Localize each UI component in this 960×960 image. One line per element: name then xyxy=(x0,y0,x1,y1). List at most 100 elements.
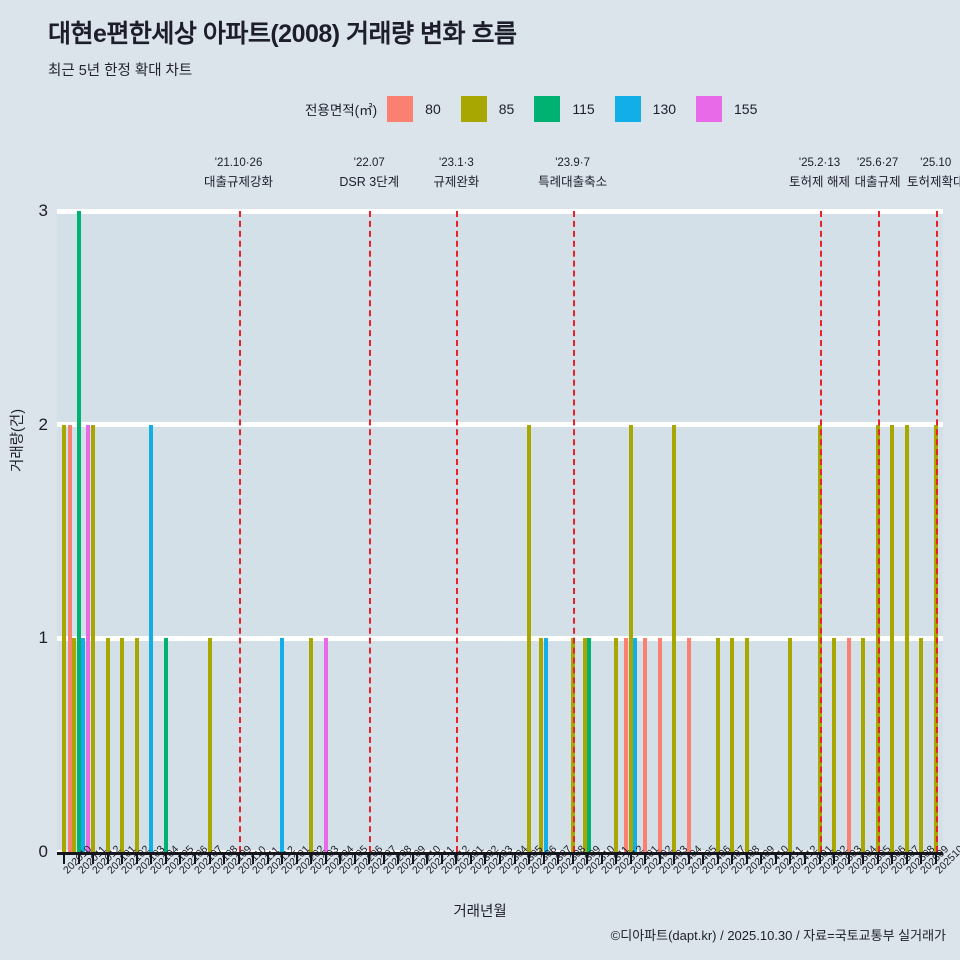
bar-202409-85[interactable] xyxy=(744,638,749,852)
x-tick-202107 xyxy=(193,852,196,864)
event-line-202309 xyxy=(572,211,575,852)
x-tick-202211 xyxy=(426,852,429,864)
x-tick-202506 xyxy=(876,852,879,864)
x-tick-202205 xyxy=(339,852,342,864)
bar-202310-115[interactable] xyxy=(587,638,592,852)
page-subtitle: 최근 5년 한정 확대 차트 xyxy=(48,63,193,79)
event-line-202110 xyxy=(238,211,241,852)
bar-202011-115[interactable] xyxy=(76,211,81,852)
x-tick-202510 xyxy=(934,852,937,864)
x-tick-202408 xyxy=(731,852,734,864)
bar-202504-80[interactable] xyxy=(846,638,851,852)
bar-202203-85[interactable] xyxy=(309,638,314,852)
event-date-202309: '23.9·7 xyxy=(555,157,591,169)
gridline-2 xyxy=(57,422,943,428)
bar-202012-85[interactable] xyxy=(91,424,96,852)
bar-202402-80[interactable] xyxy=(643,638,648,852)
x-tick-202405 xyxy=(687,852,690,864)
bar-202011-85[interactable] xyxy=(72,638,77,852)
bar-202404-85[interactable] xyxy=(672,424,677,852)
x-tick-202208 xyxy=(382,852,385,864)
legend-item-115[interactable]: 115 xyxy=(534,96,610,122)
x-tick-202102 xyxy=(121,852,124,864)
x-tick-202308 xyxy=(557,852,560,864)
event-annotation-202502: '25.2·13 토허제 해제 xyxy=(789,156,850,190)
legend-label-155: 155 xyxy=(734,101,758,117)
bar-202011-80[interactable] xyxy=(67,424,72,852)
bar-202307-85[interactable] xyxy=(539,638,544,852)
legend-item-85[interactable]: 85 xyxy=(460,96,531,122)
bar-202403-80[interactable] xyxy=(657,638,662,852)
x-tick-202111 xyxy=(252,852,255,864)
x-tick-202104 xyxy=(150,852,153,864)
x-tick-202303 xyxy=(484,852,487,864)
y-tick-label-2: 2 xyxy=(38,414,48,434)
bar-202508-85[interactable] xyxy=(904,424,909,852)
bar-202204-155[interactable] xyxy=(323,638,328,852)
x-tick-202301 xyxy=(455,852,458,864)
x-tick-202503 xyxy=(833,852,836,864)
event-annotation-202301: '23.1·3 규제완화 xyxy=(433,156,479,190)
bar-202201-130[interactable] xyxy=(280,638,285,852)
bar-202307-130[interactable] xyxy=(543,638,548,852)
x-tick-202407 xyxy=(716,852,719,864)
x-tick-202312 xyxy=(615,852,618,864)
bar-202509-85[interactable] xyxy=(919,638,924,852)
bar-202102-85[interactable] xyxy=(120,638,125,852)
y-tick-label-3: 3 xyxy=(38,201,48,220)
bar-202108-85[interactable] xyxy=(207,638,212,852)
legend-swatch-80 xyxy=(387,96,414,122)
x-tick-202505 xyxy=(862,852,865,864)
legend-item-130[interactable]: 130 xyxy=(614,96,692,122)
y-tick-label-0: 0 xyxy=(38,842,48,861)
x-tick-202310 xyxy=(586,852,589,864)
bar-202401-80[interactable] xyxy=(624,638,629,852)
bar-202405-80[interactable] xyxy=(686,638,691,852)
bar-202011-130[interactable] xyxy=(81,638,86,852)
event-annotation-202510: '25.10 토허제확대 xyxy=(907,156,960,190)
footer-credit: ©디아파트(dapt.kr) / 2025.10.30 / 자료=국토교통부 실… xyxy=(610,928,946,943)
x-tick-202209 xyxy=(397,852,400,864)
bar-202312-85[interactable] xyxy=(614,638,619,852)
bar-202505-85[interactable] xyxy=(861,638,866,852)
legend-item-80[interactable]: 80 xyxy=(387,96,457,122)
x-tick-202406 xyxy=(702,852,705,864)
event-line-202510 xyxy=(935,211,938,852)
x-tick-202110 xyxy=(237,852,240,864)
bar-202101-85[interactable] xyxy=(105,638,110,852)
x-tick-202112 xyxy=(266,852,269,864)
x-tick-202501 xyxy=(804,852,807,864)
x-tick-202411 xyxy=(774,852,777,864)
x-tick-202403 xyxy=(658,852,661,864)
x-tick-202307 xyxy=(542,852,545,864)
event-desc-202502: 토허제 해제 xyxy=(789,175,851,189)
x-tick-202012 xyxy=(92,852,95,864)
bar-202407-85[interactable] xyxy=(715,638,720,852)
bar-202401-130[interactable] xyxy=(633,638,638,852)
bar-202408-85[interactable] xyxy=(730,638,735,852)
bar-202507-85[interactable] xyxy=(890,424,895,852)
bar-202310-85[interactable] xyxy=(582,638,587,852)
x-tick-202404 xyxy=(673,852,676,864)
bar-202104-130[interactable] xyxy=(149,424,154,852)
bar-202412-85[interactable] xyxy=(788,638,793,852)
event-date-202301: '23.1·3 xyxy=(439,157,474,169)
bar-202010-85[interactable] xyxy=(62,424,67,852)
x-tick-202010 xyxy=(63,852,66,864)
bar-202306-85[interactable] xyxy=(527,424,532,852)
gridline-1 xyxy=(57,635,943,641)
x-tick-202201 xyxy=(281,852,284,864)
x-axis-title: 거래년월 xyxy=(453,904,507,920)
bar-202105-115[interactable] xyxy=(163,638,168,852)
legend-label-130: 130 xyxy=(652,101,677,117)
event-annotation-202309: '23.9·7 특례대출축소 xyxy=(538,156,607,190)
x-tick-202204 xyxy=(324,852,327,864)
bar-202011-155[interactable] xyxy=(85,424,90,852)
legend-item-155[interactable]: 155 xyxy=(696,96,773,122)
gridline-3 xyxy=(57,208,943,214)
bar-202503-85[interactable] xyxy=(832,638,837,852)
x-tick-202410 xyxy=(760,852,763,864)
bar-202401-85[interactable] xyxy=(628,424,633,852)
x-tick-202203 xyxy=(310,852,313,864)
bar-202103-85[interactable] xyxy=(134,638,139,852)
